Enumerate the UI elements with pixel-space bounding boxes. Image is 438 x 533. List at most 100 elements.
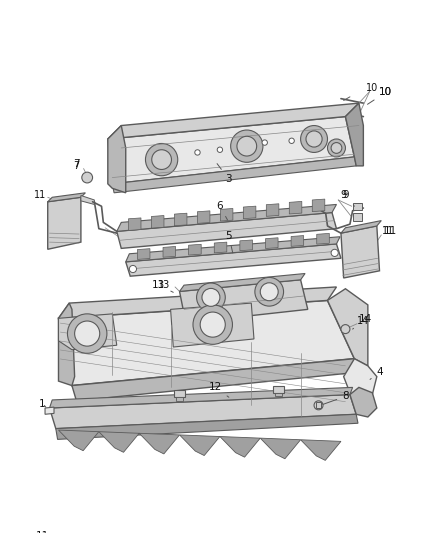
Polygon shape xyxy=(353,213,362,221)
Polygon shape xyxy=(244,206,256,219)
Text: 10: 10 xyxy=(379,87,392,98)
Polygon shape xyxy=(174,213,187,226)
Polygon shape xyxy=(72,359,359,401)
Polygon shape xyxy=(126,244,341,276)
Circle shape xyxy=(314,401,323,410)
Circle shape xyxy=(262,140,268,146)
Polygon shape xyxy=(341,226,379,278)
Polygon shape xyxy=(353,203,362,210)
Text: 13: 13 xyxy=(158,280,170,290)
Text: 4: 4 xyxy=(370,367,383,379)
Circle shape xyxy=(341,325,350,334)
Text: 14: 14 xyxy=(357,316,370,326)
Text: 11: 11 xyxy=(382,227,395,236)
Polygon shape xyxy=(108,103,359,139)
Polygon shape xyxy=(346,103,364,166)
Polygon shape xyxy=(45,407,54,414)
Polygon shape xyxy=(176,397,183,401)
Circle shape xyxy=(200,312,225,337)
Polygon shape xyxy=(152,215,164,228)
Polygon shape xyxy=(170,303,254,347)
Polygon shape xyxy=(350,387,377,417)
Text: 11: 11 xyxy=(384,227,397,236)
Circle shape xyxy=(129,265,137,272)
Text: 11: 11 xyxy=(35,190,47,200)
Circle shape xyxy=(289,138,294,143)
Polygon shape xyxy=(139,433,180,454)
Polygon shape xyxy=(128,218,141,230)
Circle shape xyxy=(217,147,223,152)
Polygon shape xyxy=(265,238,278,248)
Polygon shape xyxy=(108,126,126,193)
Polygon shape xyxy=(328,289,368,366)
Circle shape xyxy=(197,283,225,312)
Polygon shape xyxy=(198,211,210,223)
Polygon shape xyxy=(49,394,356,429)
Polygon shape xyxy=(56,414,358,439)
Text: 7: 7 xyxy=(73,161,80,171)
Text: 12: 12 xyxy=(209,382,229,397)
Text: 8: 8 xyxy=(323,391,349,405)
Circle shape xyxy=(74,321,100,346)
Polygon shape xyxy=(266,204,279,216)
Polygon shape xyxy=(59,287,336,318)
Polygon shape xyxy=(273,385,283,393)
Circle shape xyxy=(145,143,178,176)
Circle shape xyxy=(202,288,220,306)
Polygon shape xyxy=(81,196,94,205)
Polygon shape xyxy=(214,242,227,253)
Text: 5: 5 xyxy=(226,231,233,253)
Text: 10: 10 xyxy=(367,87,392,104)
Circle shape xyxy=(231,130,263,163)
Circle shape xyxy=(237,136,257,156)
Text: 6: 6 xyxy=(216,201,227,220)
Polygon shape xyxy=(59,303,74,385)
Text: 9: 9 xyxy=(342,190,354,206)
Text: 11: 11 xyxy=(36,531,49,533)
Text: 10: 10 xyxy=(366,83,378,93)
Polygon shape xyxy=(138,249,150,260)
Polygon shape xyxy=(59,314,117,350)
Circle shape xyxy=(152,150,171,169)
Circle shape xyxy=(331,143,342,154)
Text: 14: 14 xyxy=(353,314,372,329)
Polygon shape xyxy=(112,157,356,193)
Polygon shape xyxy=(180,435,220,456)
Polygon shape xyxy=(291,236,304,246)
Polygon shape xyxy=(117,205,336,231)
Circle shape xyxy=(328,139,346,157)
Polygon shape xyxy=(341,221,381,233)
Polygon shape xyxy=(59,430,99,451)
Polygon shape xyxy=(189,244,201,255)
Polygon shape xyxy=(48,193,85,202)
Polygon shape xyxy=(180,273,305,292)
Polygon shape xyxy=(220,208,233,221)
Polygon shape xyxy=(59,301,354,385)
Circle shape xyxy=(195,150,200,155)
Polygon shape xyxy=(240,240,252,251)
Circle shape xyxy=(193,305,233,344)
Polygon shape xyxy=(49,387,353,408)
Circle shape xyxy=(260,283,278,301)
Text: 3: 3 xyxy=(217,164,232,184)
Circle shape xyxy=(67,314,107,353)
Polygon shape xyxy=(163,246,176,257)
Circle shape xyxy=(300,126,328,152)
Polygon shape xyxy=(48,197,81,249)
Text: 13: 13 xyxy=(152,280,173,292)
Polygon shape xyxy=(180,280,308,323)
Polygon shape xyxy=(126,237,340,262)
Polygon shape xyxy=(99,432,139,453)
Polygon shape xyxy=(300,440,341,461)
Polygon shape xyxy=(317,233,329,244)
Circle shape xyxy=(331,249,338,256)
Polygon shape xyxy=(260,438,300,459)
Polygon shape xyxy=(108,117,354,184)
Polygon shape xyxy=(275,393,282,397)
Polygon shape xyxy=(174,390,185,397)
Polygon shape xyxy=(289,201,302,214)
Circle shape xyxy=(255,277,283,306)
Text: 7: 7 xyxy=(73,159,80,169)
Polygon shape xyxy=(220,437,260,457)
Polygon shape xyxy=(312,199,325,212)
